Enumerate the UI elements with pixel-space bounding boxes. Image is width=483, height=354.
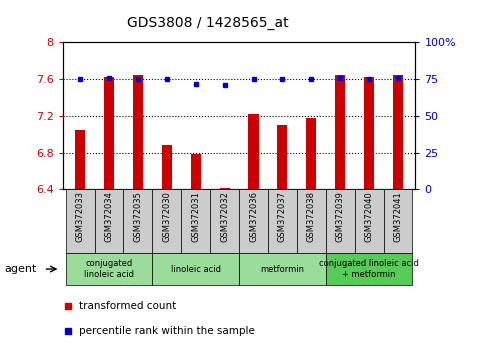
Text: GDS3808 / 1428565_at: GDS3808 / 1428565_at [127,16,288,30]
Text: GSM372031: GSM372031 [191,191,200,242]
Bar [152,189,181,253]
Bar [95,189,124,253]
Text: conjugated
linoleic acid: conjugated linoleic acid [84,259,134,279]
Text: percentile rank within the sample: percentile rank within the sample [79,326,255,336]
Text: transformed count: transformed count [79,301,176,311]
Bar [239,189,268,253]
Bar [162,145,172,189]
Text: GSM372041: GSM372041 [394,191,402,242]
Bar [75,130,85,189]
Bar [210,189,239,253]
Bar [181,189,210,253]
Bar [326,253,412,285]
Text: linoleic acid: linoleic acid [170,264,221,274]
Bar [268,189,297,253]
Bar [191,154,201,189]
Bar [355,189,384,253]
Bar [335,75,345,189]
Bar [124,189,152,253]
Bar [384,189,412,253]
Bar [277,125,287,189]
Text: GSM372040: GSM372040 [365,191,374,242]
Bar [152,253,239,285]
Text: GSM372035: GSM372035 [133,191,142,242]
Text: metformin: metformin [260,264,304,274]
Bar [66,189,95,253]
Bar [393,75,403,189]
Text: GSM372030: GSM372030 [162,191,171,242]
Bar [133,75,143,189]
Bar [297,189,326,253]
Text: GSM372037: GSM372037 [278,191,287,242]
Bar [104,78,114,189]
Text: agent: agent [5,264,37,274]
Bar [326,189,355,253]
Text: GSM372039: GSM372039 [336,191,345,242]
Text: GSM372036: GSM372036 [249,191,258,242]
Bar [306,118,316,189]
Text: GSM372038: GSM372038 [307,191,316,242]
Text: GSM372033: GSM372033 [76,191,85,242]
Bar [66,253,152,285]
Bar [239,253,326,285]
Bar [364,78,374,189]
Text: GSM372032: GSM372032 [220,191,229,242]
Bar [220,188,230,189]
Bar [248,114,258,189]
Text: GSM372034: GSM372034 [104,191,114,242]
Text: conjugated linoleic acid
+ metformin: conjugated linoleic acid + metformin [319,259,419,279]
